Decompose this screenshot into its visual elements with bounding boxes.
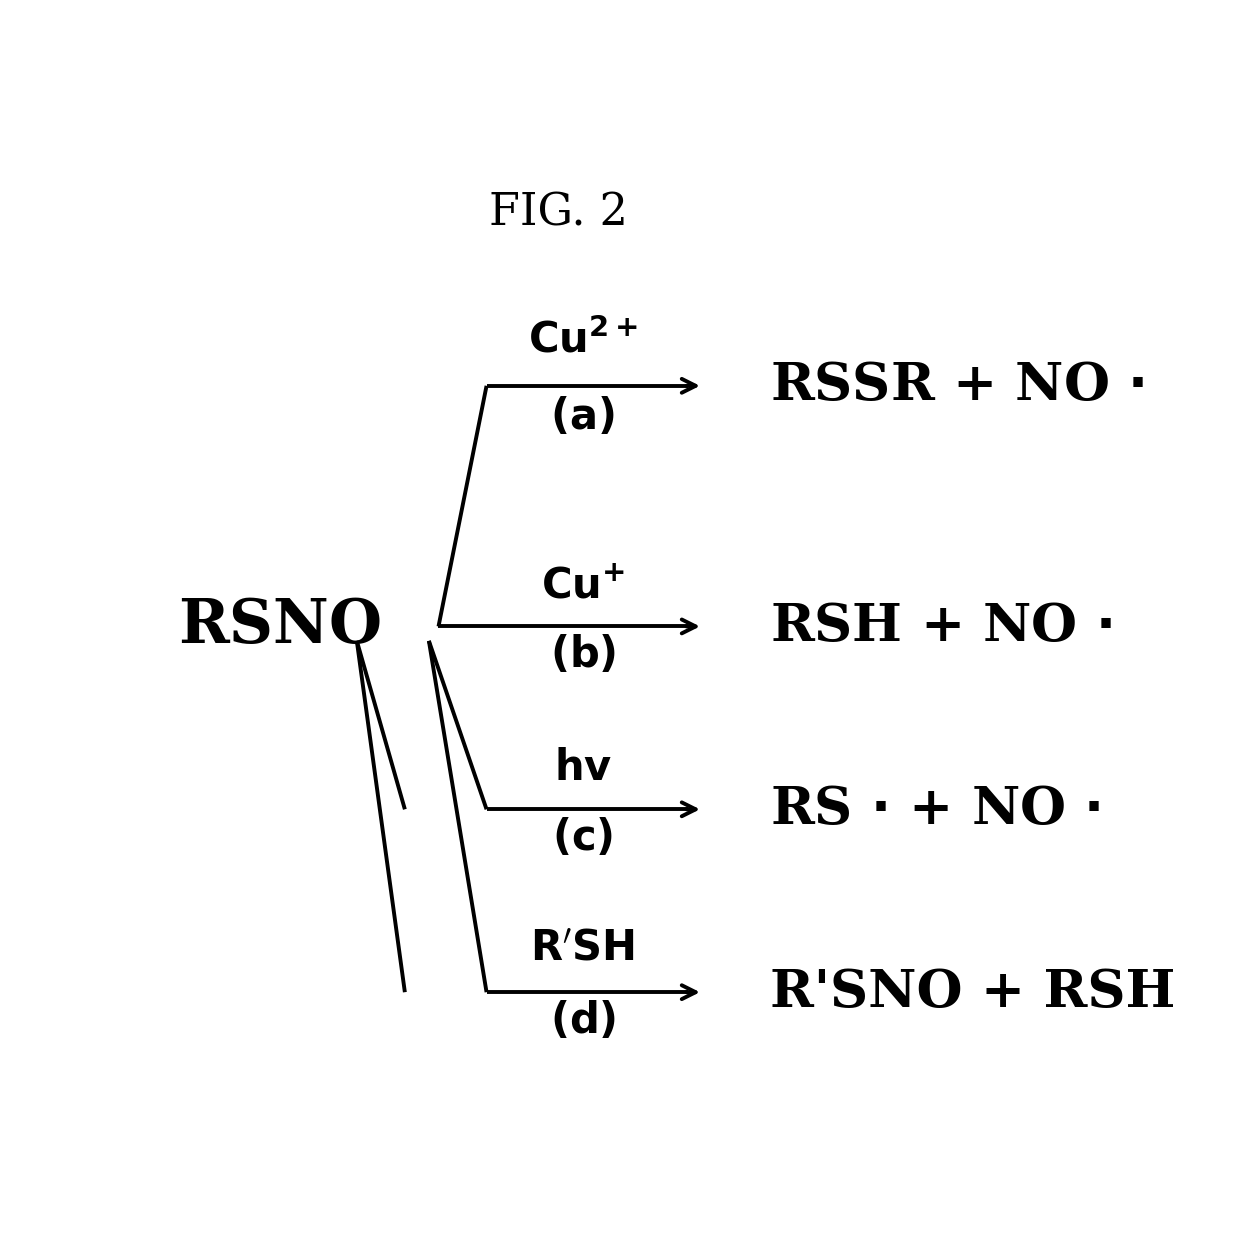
- Text: R'SNO + RSH: R'SNO + RSH: [770, 966, 1176, 1017]
- Text: RS $\boldsymbol{\cdot}$ + NO $\boldsymbol{\cdot}$: RS $\boldsymbol{\cdot}$ + NO $\boldsymbo…: [770, 784, 1100, 835]
- Text: $\mathbf{(c)}$: $\mathbf{(c)}$: [552, 818, 614, 859]
- Text: $\mathbf{R'SH}$: $\mathbf{R'SH}$: [531, 928, 635, 970]
- Text: $\mathbf{Cu^{2+}}$: $\mathbf{Cu^{2+}}$: [528, 319, 637, 361]
- Text: $\mathbf{Cu^{+}}$: $\mathbf{Cu^{+}}$: [541, 564, 625, 606]
- Text: $\mathbf{(a)}$: $\mathbf{(a)}$: [551, 395, 615, 438]
- Text: FIG. 2: FIG. 2: [490, 191, 627, 234]
- Text: $\mathbf{hv}$: $\mathbf{hv}$: [553, 748, 611, 789]
- Text: $\mathbf{(d)}$: $\mathbf{(d)}$: [549, 1000, 616, 1042]
- Text: RSNO: RSNO: [177, 596, 382, 656]
- Text: RSSR + NO $\boldsymbol{\cdot}$: RSSR + NO $\boldsymbol{\cdot}$: [770, 360, 1145, 411]
- Text: $\mathbf{(b)}$: $\mathbf{(b)}$: [549, 634, 616, 676]
- Text: RSH + NO $\boldsymbol{\cdot}$: RSH + NO $\boldsymbol{\cdot}$: [770, 601, 1112, 652]
